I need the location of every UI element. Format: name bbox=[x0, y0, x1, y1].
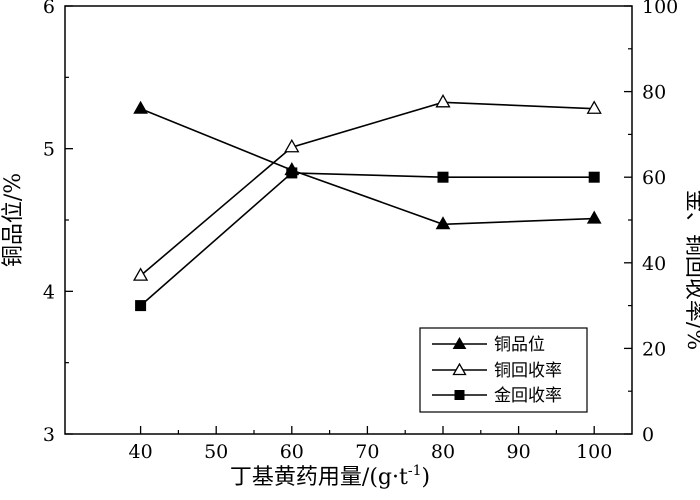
data-point-triangle-filled bbox=[586, 210, 602, 224]
y-right-tick-label: 0 bbox=[642, 424, 654, 446]
square-filled-marker bbox=[454, 390, 465, 400]
legend-item-au-recovery: 金回收率 bbox=[432, 386, 562, 406]
series-line-0 bbox=[140, 107, 595, 226]
legend-label: 铜品位 bbox=[494, 335, 545, 355]
y-left-tick-label: 5 bbox=[43, 139, 55, 161]
x-axis-title: 丁基黄药用量/(g·t-1) bbox=[230, 463, 430, 490]
legend-label: 铜回收率 bbox=[494, 361, 562, 381]
x-tick-label: 40 bbox=[129, 441, 153, 463]
triangle-filled-marker bbox=[452, 336, 467, 349]
legend-item-cu-recovery: 铜回收率 bbox=[432, 361, 562, 381]
series-line-2 bbox=[140, 172, 595, 307]
y-axis-right-title: 金、铜回收率/% bbox=[682, 190, 700, 350]
legend-label: 金回收率 bbox=[494, 386, 562, 406]
y-right-tick-label: 20 bbox=[642, 338, 666, 360]
data-point-triangle-open bbox=[435, 93, 451, 108]
data-point-triangle-filled bbox=[133, 100, 148, 114]
series-line-1 bbox=[140, 101, 595, 277]
x-tick-label: 100 bbox=[576, 441, 612, 463]
data-point-triangle-open bbox=[586, 100, 602, 114]
x-tick-label: 50 bbox=[204, 441, 228, 463]
y-left-tick-label: 4 bbox=[43, 281, 55, 303]
series-layer bbox=[132, 93, 602, 312]
y-right-tick-label: 80 bbox=[642, 82, 666, 104]
legend: 铜品位 铜回收率 金回收率 bbox=[419, 327, 588, 413]
y-right-tick-label: 60 bbox=[642, 167, 666, 189]
x-tick-label: 60 bbox=[280, 441, 304, 463]
data-point-triangle-open bbox=[284, 138, 300, 153]
y-left-tick-label: 3 bbox=[43, 424, 55, 446]
triangle-open-marker bbox=[452, 362, 467, 376]
data-point-square bbox=[135, 300, 147, 312]
data-point-square bbox=[286, 167, 298, 179]
data-point-triangle-open bbox=[132, 267, 149, 281]
x-tick-label: 80 bbox=[431, 441, 455, 463]
x-tick-label: 70 bbox=[355, 441, 379, 463]
y-right-tick-label: 40 bbox=[642, 253, 666, 275]
data-point-square bbox=[437, 171, 449, 183]
y-left-tick-label: 6 bbox=[43, 0, 55, 18]
legend-item-cu-grade: 铜品位 bbox=[432, 335, 545, 355]
data-point-triangle-filled bbox=[435, 216, 451, 230]
y-right-tick-label: 100 bbox=[642, 0, 678, 18]
y-axis-left-title: 铜品位/% bbox=[1, 173, 26, 267]
x-tick-label: 90 bbox=[507, 441, 531, 463]
data-point-square bbox=[588, 171, 600, 183]
